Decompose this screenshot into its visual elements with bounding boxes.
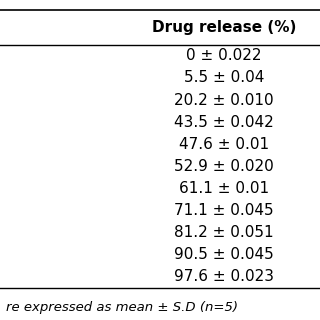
Text: 97.6 ± 0.023: 97.6 ± 0.023 [174,269,274,284]
Text: 90.5 ± 0.045: 90.5 ± 0.045 [174,247,274,262]
Text: Drug release (%): Drug release (%) [152,20,296,35]
Text: 81.2 ± 0.051: 81.2 ± 0.051 [174,225,274,240]
Text: 5.5 ± 0.04: 5.5 ± 0.04 [184,70,264,85]
Text: 47.6 ± 0.01: 47.6 ± 0.01 [179,137,269,152]
Text: 43.5 ± 0.042: 43.5 ± 0.042 [174,115,274,130]
Text: 52.9 ± 0.020: 52.9 ± 0.020 [174,159,274,174]
Text: re expressed as mean ± S.D (n=5): re expressed as mean ± S.D (n=5) [6,301,238,314]
Text: 20.2 ± 0.010: 20.2 ± 0.010 [174,92,274,108]
Text: 71.1 ± 0.045: 71.1 ± 0.045 [174,203,274,218]
Text: 61.1 ± 0.01: 61.1 ± 0.01 [179,181,269,196]
Text: 0 ± 0.022: 0 ± 0.022 [186,48,262,63]
